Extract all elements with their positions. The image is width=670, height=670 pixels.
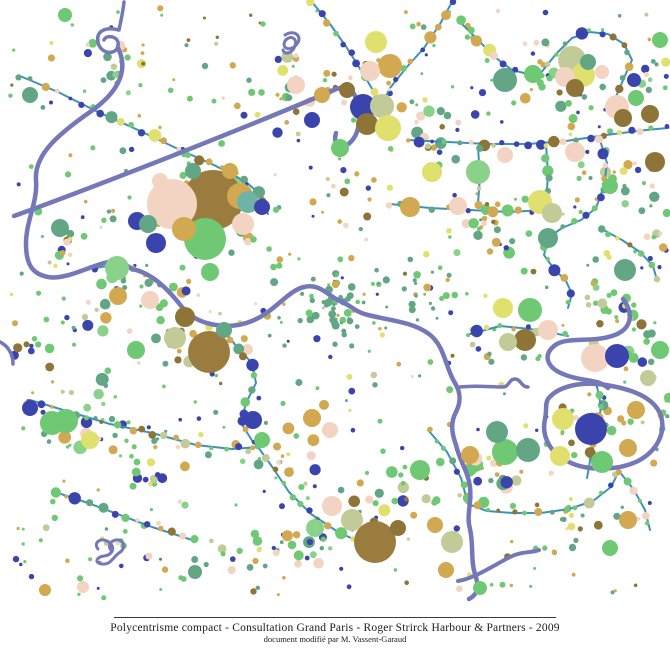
caption-rule xyxy=(114,617,556,618)
map-title: Polycentrisme compact - Consultation Gra… xyxy=(110,622,560,634)
map-canvas xyxy=(0,0,670,602)
dot-map xyxy=(0,0,670,602)
caption-block: Polycentrisme compact - Consultation Gra… xyxy=(0,615,670,644)
map-subtitle: document modifié par M. Vassent-Garaud xyxy=(263,634,407,644)
